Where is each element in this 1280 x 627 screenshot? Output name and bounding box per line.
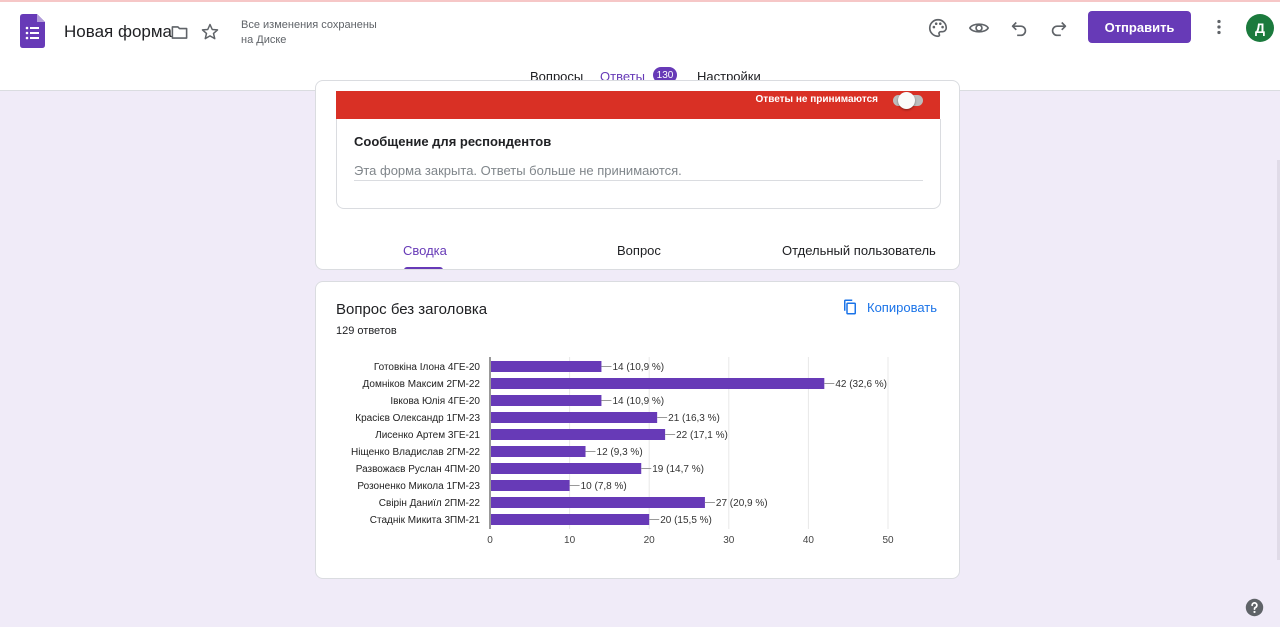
help-icon[interactable]: [1245, 598, 1264, 617]
category-label: Розоненко Микола 1ГМ-23: [357, 481, 480, 492]
x-tick-label: 40: [803, 535, 815, 546]
bar: [491, 412, 658, 423]
copy-label: Копировать: [867, 299, 937, 315]
view-tab-summary[interactable]: Сводка: [403, 243, 447, 258]
undo-icon[interactable]: [1008, 17, 1030, 39]
category-label: Домніков Максим 2ГМ-22: [363, 379, 481, 390]
more-vert-icon[interactable]: [1208, 16, 1230, 38]
bar: [491, 429, 666, 440]
top-app-bar: Новая форма Все изменения сохранены на Д…: [0, 0, 1280, 92]
scrollbar[interactable]: [1277, 160, 1280, 560]
question-title: Вопрос без заголовка: [336, 301, 488, 318]
x-tick-label: 30: [723, 535, 735, 546]
message-title: Сообщение для респондентов: [354, 134, 552, 149]
message-input[interactable]: Эта форма закрыта. Ответы больше не прин…: [354, 163, 682, 178]
bar: [491, 446, 586, 457]
category-label: Лисенко Артем 3ГЕ-21: [375, 430, 480, 441]
category-label: Івкова Юлія 4ГЕ-20: [390, 396, 480, 407]
data-label: 14 (10,9 %): [612, 362, 664, 373]
data-label: 27 (20,9 %): [716, 498, 768, 509]
x-tick-label: 0: [487, 535, 493, 546]
data-label: 14 (10,9 %): [612, 396, 664, 407]
toggle-knob[interactable]: [898, 92, 915, 109]
avatar[interactable]: Д: [1246, 14, 1274, 42]
bar: [491, 463, 642, 474]
bar: [491, 497, 705, 508]
responses-summary-card: Ответы не принимаются Сообщение для респ…: [315, 80, 960, 270]
view-tab-individual[interactable]: Отдельный пользователь: [782, 243, 936, 258]
view-tab-indicator: [404, 267, 443, 269]
view-tab-question[interactable]: Вопрос: [617, 243, 661, 258]
send-button[interactable]: Отправить: [1088, 11, 1191, 43]
response-count: 129 ответов: [336, 325, 397, 337]
category-label: Развожаєв Руслан 4ПМ-20: [356, 464, 481, 475]
category-label: Свірін Даниїл 2ПМ-22: [379, 498, 481, 509]
redo-icon[interactable]: [1048, 17, 1070, 39]
responses-count-badge: 130: [653, 67, 677, 83]
save-status: Все изменения сохранены на Диске: [241, 19, 377, 46]
x-tick-label: 10: [564, 535, 576, 546]
bar: [491, 378, 825, 389]
star-icon[interactable]: [200, 22, 220, 42]
bar: [491, 361, 602, 372]
x-tick-label: 20: [644, 535, 656, 546]
respondent-message-box: Сообщение для респондентов Эта форма зак…: [336, 119, 941, 209]
not-accepting-label: Ответы не принимаются: [755, 94, 878, 105]
category-label: Готовкіна Ілона 4ГЕ-20: [374, 362, 481, 373]
data-label: 22 (17,1 %): [676, 430, 728, 441]
question-summary-card: Вопрос без заголовка 129 ответов Копиров…: [315, 281, 960, 579]
bar: [491, 514, 650, 525]
x-tick-label: 50: [882, 535, 894, 546]
data-label: 42 (32,6 %): [835, 379, 887, 390]
data-label: 20 (15,5 %): [660, 515, 712, 526]
not-accepting-banner: Ответы не принимаются: [336, 91, 940, 119]
responses-bar-chart: 0 10 20 30 40 50 Готовкіна Ілона 4ГЕ-20 14 (10,…: [351, 357, 894, 546]
bar: [491, 480, 570, 491]
category-label: Красієв Олександр 1ГМ-23: [355, 413, 480, 424]
category-label: Ніщенко Владислав 2ГМ-22: [351, 447, 480, 458]
copy-chart-button[interactable]: Копировать: [841, 296, 937, 318]
data-label: 21 (16,3 %): [668, 413, 720, 424]
data-label: 19 (14,7 %): [652, 464, 704, 475]
forms-logo-icon[interactable]: [20, 14, 45, 48]
copy-icon: [844, 299, 856, 315]
palette-icon[interactable]: [927, 17, 949, 39]
document-title[interactable]: Новая форма: [64, 22, 172, 41]
data-label: 12 (9,3 %): [597, 447, 643, 458]
input-underline: [354, 180, 923, 181]
eye-icon[interactable]: [968, 17, 990, 39]
data-label: 10 (7,8 %): [581, 481, 627, 492]
category-label: Стаднік Микита 3ПМ-21: [370, 515, 481, 526]
bar: [491, 395, 602, 406]
folder-icon[interactable]: [170, 23, 189, 42]
